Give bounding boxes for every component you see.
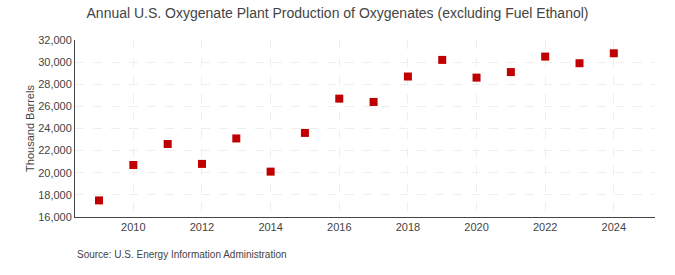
svg-text:2022: 2022 [533, 221, 557, 233]
svg-text:2010: 2010 [121, 221, 145, 233]
svg-text:2018: 2018 [396, 221, 420, 233]
svg-text:2016: 2016 [327, 221, 351, 233]
svg-text:28,000: 28,000 [38, 78, 72, 90]
svg-text:30,000: 30,000 [38, 56, 72, 68]
svg-text:2012: 2012 [190, 221, 214, 233]
svg-text:32,000: 32,000 [38, 34, 72, 46]
svg-text:Thousand Barrels: Thousand Barrels [24, 85, 36, 172]
svg-text:20,000: 20,000 [38, 167, 72, 179]
svg-text:18,000: 18,000 [38, 189, 72, 201]
svg-text:2024: 2024 [602, 221, 626, 233]
svg-text:26,000: 26,000 [38, 100, 72, 112]
svg-text:2014: 2014 [258, 221, 282, 233]
svg-text:2020: 2020 [464, 221, 488, 233]
svg-text:Source: U.S. Energy Informatio: Source: U.S. Energy Information Administ… [77, 249, 287, 260]
svg-text:22,000: 22,000 [38, 144, 72, 156]
svg-text:24,000: 24,000 [38, 122, 72, 134]
svg-text:16,000: 16,000 [38, 211, 72, 223]
svg-text:Annual U.S. Oxygenate Plant Pr: Annual U.S. Oxygenate Plant Production o… [87, 5, 589, 21]
